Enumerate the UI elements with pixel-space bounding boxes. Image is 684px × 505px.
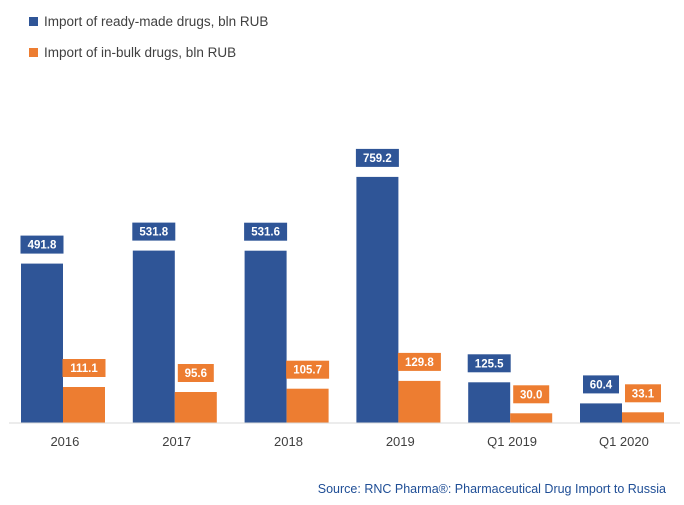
source-note: Source: RNC Pharma®: Pharmaceutical Drug…: [318, 482, 666, 496]
category-label: Q1 2019: [487, 434, 537, 449]
category-label: 2017: [162, 434, 191, 449]
data-label: 60.4: [590, 379, 613, 391]
bar-in-bulk: [622, 412, 664, 423]
data-labels-group: 491.8 111.1 531.8 95.6 531.6 105.7 759.2 129.8 1…: [20, 148, 661, 404]
category-label: Q1 2020: [599, 434, 649, 449]
data-label: 105.7: [293, 365, 322, 377]
bars-group: [21, 176, 664, 423]
bar-in-bulk: [286, 388, 329, 423]
legend-swatch-ready-made: [29, 17, 38, 26]
data-label-box: [355, 148, 399, 167]
legend-swatch-in-bulk: [29, 48, 38, 57]
data-label-box: [625, 384, 661, 403]
category-label: 2018: [274, 434, 303, 449]
data-label-box: [467, 354, 511, 373]
bar-ready-made: [356, 176, 399, 423]
bar-in-bulk: [63, 387, 105, 423]
chart-legend: Import of ready-made drugs, bln RUB Impo…: [29, 14, 268, 60]
data-label-box: [286, 360, 330, 379]
data-label-box: [513, 385, 550, 404]
data-label-box: [397, 352, 441, 371]
legend-label-in-bulk: Import of in-bulk drugs, bln RUB: [44, 45, 236, 60]
data-label: 531.8: [139, 227, 168, 239]
data-label: 531.6: [251, 227, 280, 239]
bar-ready-made: [244, 250, 287, 423]
data-label: 759.2: [363, 153, 392, 165]
data-label-box: [20, 235, 64, 254]
data-label-box: [177, 364, 214, 382]
bar-in-bulk: [174, 392, 217, 423]
data-label: 33.1: [632, 388, 655, 400]
category-labels-group: 2016 2017 2018 2019 Q1 2019 Q1 2020: [50, 434, 648, 449]
bar-ready-made: [580, 403, 622, 423]
category-label: 2019: [386, 434, 415, 449]
legend-label-ready-made: Import of ready-made drugs, bln RUB: [44, 14, 268, 29]
bar-in-bulk: [398, 380, 441, 423]
data-label-box: [62, 359, 106, 377]
data-label: 95.6: [185, 368, 207, 380]
bar-in-bulk: [510, 413, 553, 423]
data-label-box: [132, 222, 176, 241]
data-label: 125.5: [475, 358, 504, 370]
bar-ready-made: [468, 382, 511, 423]
bar-ready-made: [21, 263, 63, 423]
data-label-box: [244, 222, 288, 241]
data-label: 129.8: [405, 357, 434, 369]
data-label-box: [583, 375, 619, 394]
category-label: 2016: [50, 434, 79, 449]
data-label: 111.1: [70, 363, 98, 375]
data-label: 491.8: [28, 240, 57, 252]
data-label: 30.0: [520, 389, 542, 401]
bar-ready-made: [132, 250, 175, 423]
